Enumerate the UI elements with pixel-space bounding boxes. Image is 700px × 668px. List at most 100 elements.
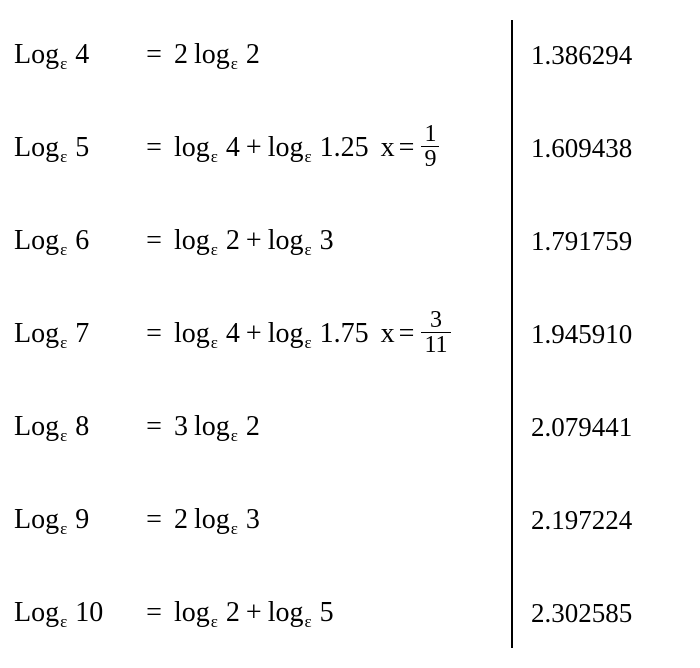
log-base: ε <box>305 147 312 167</box>
equals: = <box>134 504 174 536</box>
formulas-column: Logε4 = 2 logε2 Logε5 = logε4 + logε1.25 <box>14 20 511 648</box>
table-row: 1.791759 <box>531 206 686 276</box>
log-word: log <box>174 225 210 257</box>
log-arg: 1.25 <box>320 132 369 164</box>
lhs: Logε5 <box>14 132 134 164</box>
log-base: ε <box>60 519 67 539</box>
rhs: logε4 + logε1.25 x = 1 9 <box>174 124 439 173</box>
log-arg: 3 <box>246 504 260 536</box>
equals: = <box>134 39 174 71</box>
table-row: Logε9 = 2 logε3 <box>14 485 493 555</box>
log-word: log <box>268 318 304 350</box>
rhs: logε4 + logε1.75 x = 3 11 <box>174 310 451 359</box>
log-word: log <box>174 597 210 629</box>
log-base: ε <box>60 426 67 446</box>
table-row: Logε7 = logε4 + logε1.75 x = 3 11 <box>14 299 493 369</box>
fraction: 3 11 <box>421 308 450 357</box>
frac-den: 11 <box>421 332 450 357</box>
equals: = <box>134 318 174 350</box>
log-base: ε <box>231 54 238 74</box>
plus: + <box>246 225 262 257</box>
log-word: Log <box>14 597 59 629</box>
log-arg: 6 <box>75 225 89 257</box>
table-row: Logε5 = logε4 + logε1.25 x = 1 9 <box>14 113 493 183</box>
log-word: log <box>194 411 230 443</box>
log-base: ε <box>305 333 312 353</box>
equals: = <box>134 132 174 164</box>
log-word: Log <box>14 39 59 71</box>
table-row: Logε4 = 2 logε2 <box>14 20 493 90</box>
equals: = <box>134 411 174 443</box>
log-base: ε <box>211 240 218 260</box>
equals: = <box>134 597 174 629</box>
lhs: Logε7 <box>14 318 134 350</box>
log-word: Log <box>14 504 59 536</box>
log-word: Log <box>14 225 59 257</box>
log-word: log <box>174 132 210 164</box>
log-word: log <box>268 597 304 629</box>
equals: = <box>134 225 174 257</box>
table-row: 1.945910 <box>531 299 686 369</box>
log-arg: 4 <box>226 318 240 350</box>
log-arg: 2 <box>226 225 240 257</box>
x-fraction: x = 3 11 <box>381 310 451 359</box>
frac-num: 1 <box>421 122 439 146</box>
log-base: ε <box>60 612 67 632</box>
log-base: ε <box>60 240 67 260</box>
log-arg: 2 <box>246 411 260 443</box>
lhs: Logε4 <box>14 39 134 71</box>
log-arg: 5 <box>320 597 334 629</box>
log-base: ε <box>60 54 67 74</box>
log-arg: 4 <box>226 132 240 164</box>
log-word: log <box>194 39 230 71</box>
log-arg: 8 <box>75 411 89 443</box>
values-column: 1.386294 1.609438 1.791759 1.945910 2.07… <box>511 20 686 648</box>
table-row: Logε10 = logε2 + logε5 <box>14 578 493 648</box>
log-table-page: Logε4 = 2 logε2 Logε5 = logε4 + logε1.25 <box>0 0 700 668</box>
log-value: 1.386294 <box>531 40 632 71</box>
table-row: Logε6 = logε2 + logε3 <box>14 206 493 276</box>
log-base: ε <box>60 147 67 167</box>
lhs: Logε9 <box>14 504 134 536</box>
log-arg: 7 <box>75 318 89 350</box>
log-arg: 10 <box>75 597 103 629</box>
log-arg: 3 <box>320 225 334 257</box>
coef: 2 <box>174 504 188 536</box>
coef: 2 <box>174 39 188 71</box>
log-value: 1.609438 <box>531 133 632 164</box>
log-value: 1.791759 <box>531 226 632 257</box>
plus: + <box>246 597 262 629</box>
fraction: 1 9 <box>421 122 439 171</box>
equals: = <box>399 318 415 350</box>
coef: 3 <box>174 411 188 443</box>
log-base: ε <box>211 333 218 353</box>
frac-den: 9 <box>421 146 439 171</box>
log-arg: 2 <box>226 597 240 629</box>
log-arg: 9 <box>75 504 89 536</box>
lhs: Logε6 <box>14 225 134 257</box>
plus: + <box>246 132 262 164</box>
log-word: Log <box>14 132 59 164</box>
equals: = <box>399 132 415 164</box>
value-rows: 1.386294 1.609438 1.791759 1.945910 2.07… <box>531 20 686 648</box>
lhs: Logε8 <box>14 411 134 443</box>
log-word: Log <box>14 411 59 443</box>
log-value: 2.197224 <box>531 505 632 536</box>
rhs: logε2 + logε5 <box>174 597 334 629</box>
log-base: ε <box>231 426 238 446</box>
table-row: 2.302585 <box>531 578 686 648</box>
log-base: ε <box>305 612 312 632</box>
log-arg: 4 <box>75 39 89 71</box>
rhs: 2 logε2 <box>174 39 260 71</box>
log-word: log <box>268 225 304 257</box>
log-word: log <box>174 318 210 350</box>
log-value: 1.945910 <box>531 319 632 350</box>
table-row: 1.386294 <box>531 20 686 90</box>
rhs: logε2 + logε3 <box>174 225 334 257</box>
rhs: 3 logε2 <box>174 411 260 443</box>
x-var: x <box>381 132 395 164</box>
log-base: ε <box>60 333 67 353</box>
log-arg: 2 <box>246 39 260 71</box>
table-row: 2.079441 <box>531 392 686 462</box>
table-row: 1.609438 <box>531 113 686 183</box>
